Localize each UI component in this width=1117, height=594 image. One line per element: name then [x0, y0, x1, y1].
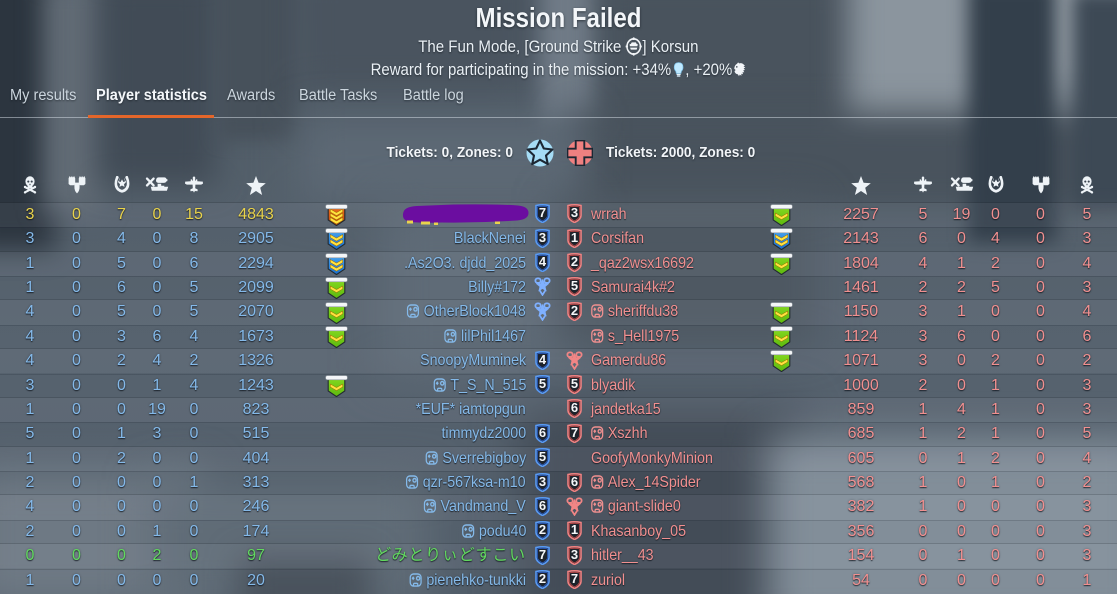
svg-text:6: 6: [539, 498, 546, 513]
svg-text:2: 2: [571, 303, 578, 318]
svg-text:3: 3: [571, 205, 578, 220]
svg-text:6: 6: [571, 473, 578, 488]
svg-text:7: 7: [571, 571, 578, 586]
svg-text:4: 4: [539, 254, 547, 269]
svg-text:5: 5: [571, 376, 578, 391]
svg-text:5: 5: [571, 278, 578, 293]
svg-text:6: 6: [571, 400, 578, 415]
svg-text:6: 6: [539, 424, 546, 439]
svg-text:1: 1: [571, 522, 578, 537]
svg-text:3: 3: [571, 546, 578, 561]
svg-text:5: 5: [539, 376, 546, 391]
svg-text:2: 2: [539, 522, 546, 537]
svg-text:3: 3: [539, 473, 546, 488]
svg-text:1: 1: [571, 229, 578, 244]
svg-text:7: 7: [539, 546, 546, 561]
svg-text:3: 3: [539, 229, 546, 244]
svg-text:4: 4: [539, 351, 547, 366]
svg-text:5: 5: [539, 449, 546, 464]
svg-text:2: 2: [571, 254, 578, 269]
svg-text:7: 7: [571, 424, 578, 439]
svg-text:7: 7: [539, 205, 546, 220]
svg-text:2: 2: [539, 571, 546, 586]
